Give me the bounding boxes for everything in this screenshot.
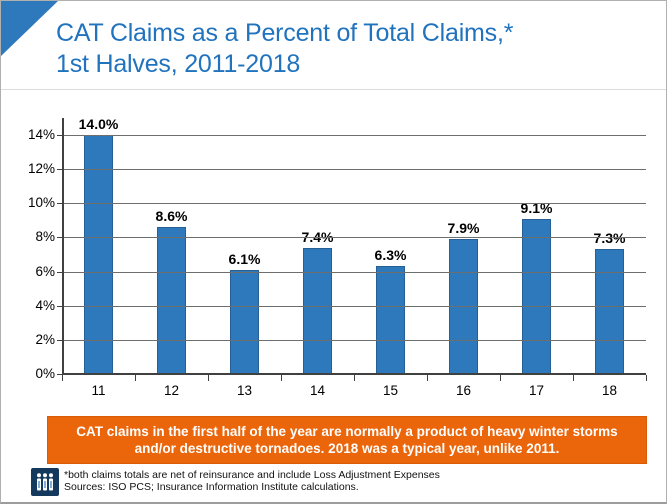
bar-value-label-13: 6.1% <box>228 250 261 267</box>
gridline-12% <box>62 169 646 171</box>
x-tick-2 <box>208 375 209 381</box>
gridline-4% <box>62 305 646 307</box>
page-title-line1: CAT Claims as a Percent of Total Claims,… <box>56 19 514 47</box>
footnote: *both claims totals are net of reinsuran… <box>64 469 624 493</box>
bar-value-label-14: 7.4% <box>301 228 334 245</box>
y-axis-label-12%: 12% <box>27 161 55 177</box>
y-tick-10% <box>57 203 64 205</box>
callout-banner: CAT claims in the first half of the year… <box>47 416 647 464</box>
y-axis-label-14%: 14% <box>27 127 55 142</box>
bar-value-label-16: 7.9% <box>447 220 480 237</box>
y-tick-6% <box>57 271 64 273</box>
footnote-line1: *both claims totals are net of reinsuran… <box>64 469 440 481</box>
y-axis-label-8%: 8% <box>35 229 55 245</box>
bar-13 <box>230 269 259 374</box>
bar-value-label-12: 8.6% <box>155 208 188 225</box>
y-axis-label-10%: 10% <box>27 195 55 211</box>
bar-value-label-15: 6.3% <box>374 247 407 264</box>
callout-text: CAT claims in the first half of the year… <box>76 424 618 456</box>
x-axis-label-16: 16 <box>455 383 472 398</box>
y-tick-4% <box>57 305 64 307</box>
y-axis-line <box>62 118 64 374</box>
footnote-line2: Sources: ISO PCS; Insurance Information … <box>64 481 359 493</box>
bar-18 <box>595 249 624 374</box>
iii-logo-icon <box>31 468 59 496</box>
gridline-6% <box>62 271 646 273</box>
x-tick-0 <box>62 375 63 381</box>
bar-15 <box>376 266 405 374</box>
bar-value-label-11: 14.0% <box>78 116 119 132</box>
bar-value-label-17: 9.1% <box>520 199 553 216</box>
x-tick-4 <box>354 375 355 381</box>
x-axis-label-11: 11 <box>91 383 106 398</box>
y-axis-label-0%: 0% <box>35 366 55 381</box>
x-tick-6 <box>500 375 501 381</box>
corner-accent-triangle <box>1 1 58 56</box>
gridline-8% <box>62 237 646 239</box>
y-axis-label-4%: 4% <box>35 297 55 313</box>
y-tick-8% <box>57 237 64 239</box>
bar-17 <box>522 218 551 374</box>
header-divider <box>1 89 666 90</box>
x-tick-3 <box>281 375 282 381</box>
x-axis-label-17: 17 <box>528 383 545 398</box>
x-axis-label-12: 12 <box>163 383 180 398</box>
bar-14 <box>303 247 332 374</box>
x-axis-label-14: 14 <box>309 383 326 398</box>
x-tick-7 <box>573 375 574 381</box>
x-axis-label-13: 13 <box>236 383 253 398</box>
x-tick-5 <box>427 375 428 381</box>
y-axis-label-2%: 2% <box>35 331 55 347</box>
gridline-2% <box>62 339 646 341</box>
page-title: CAT Claims as a Percent of Total Claims,… <box>56 18 636 80</box>
x-axis-label-18: 18 <box>601 383 618 398</box>
x-tick-1 <box>135 375 136 381</box>
y-tick-0% <box>57 374 64 375</box>
gridline-10% <box>62 203 646 205</box>
page-title-line2: 1st Halves, 2011-2018 <box>56 50 301 78</box>
x-axis-label-15: 15 <box>382 383 399 398</box>
y-tick-12% <box>57 169 64 171</box>
x-tick-8 <box>646 375 647 381</box>
gridline-14% <box>62 135 646 136</box>
x-axis-line <box>62 373 646 375</box>
bar-11 <box>84 135 113 374</box>
y-tick-2% <box>57 339 64 341</box>
y-tick-14% <box>57 135 64 136</box>
bar-12 <box>157 227 186 374</box>
y-axis-label-6%: 6% <box>35 263 55 279</box>
